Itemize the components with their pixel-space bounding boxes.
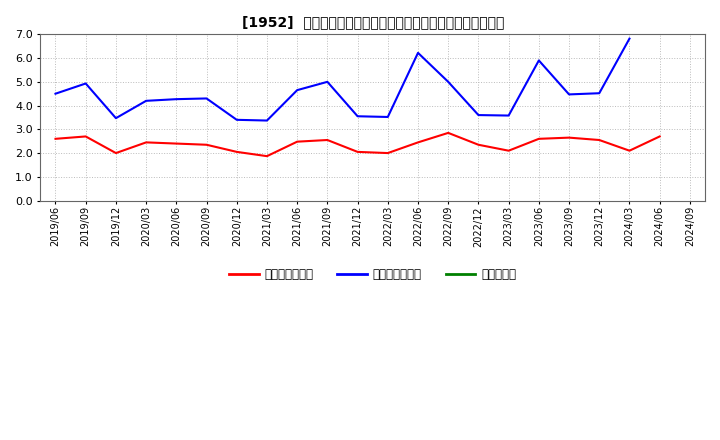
買入債務回転率 <box>625 36 634 41</box>
売上債権回転率 <box>655 134 664 139</box>
買入債務回転率 <box>172 96 181 102</box>
買入債務回転率 <box>323 79 332 84</box>
買入債務回転率 <box>81 81 90 86</box>
買入債務回転率 <box>112 116 120 121</box>
売上債権回転率 <box>233 149 241 154</box>
買入債務回転率 <box>414 50 423 55</box>
Line: 買入債務回転率: 買入債務回転率 <box>55 39 629 121</box>
買入債務回転率 <box>233 117 241 122</box>
買入債務回転率 <box>263 118 271 123</box>
買入債務回転率 <box>384 114 392 120</box>
売上債権回転率 <box>595 137 603 143</box>
買入債務回転率 <box>444 79 453 84</box>
買入債務回転率 <box>474 113 482 118</box>
売上債権回転率 <box>81 134 90 139</box>
買入債務回転率 <box>202 96 211 101</box>
買入債務回転率 <box>595 91 603 96</box>
買入債務回転率 <box>504 113 513 118</box>
売上債権回転率 <box>293 139 302 144</box>
売上債権回転率 <box>504 148 513 153</box>
売上債権回転率 <box>323 137 332 143</box>
買入債務回転率 <box>534 58 543 63</box>
買入債務回転率 <box>142 98 150 103</box>
売上債権回転率 <box>534 136 543 142</box>
買入債務回転率 <box>51 91 60 96</box>
売上債権回転率 <box>564 135 573 140</box>
売上債権回転率 <box>384 150 392 156</box>
売上債権回転率 <box>263 154 271 159</box>
売上債権回転率 <box>172 141 181 146</box>
買入債務回転率 <box>564 92 573 97</box>
売上債権回転率 <box>474 142 482 147</box>
Line: 売上債権回転率: 売上債権回転率 <box>55 133 660 156</box>
売上債権回転率 <box>112 150 120 156</box>
売上債権回転率 <box>444 130 453 136</box>
Title: [1952]  売上債権回転率、買入債務回転率、在庫回転率の推移: [1952] 売上債権回転率、買入債務回転率、在庫回転率の推移 <box>241 15 504 29</box>
買入債務回転率 <box>293 88 302 93</box>
売上債権回転率 <box>202 142 211 147</box>
買入債務回転率 <box>354 114 362 119</box>
売上債権回転率 <box>625 148 634 153</box>
売上債権回転率 <box>51 136 60 142</box>
売上債権回転率 <box>142 140 150 145</box>
Legend: 売上債権回転率, 買入債務回転率, 在庫回転率: 売上債権回転率, 買入債務回転率, 在庫回転率 <box>225 264 521 286</box>
売上債権回転率 <box>414 140 423 145</box>
売上債権回転率 <box>354 149 362 154</box>
